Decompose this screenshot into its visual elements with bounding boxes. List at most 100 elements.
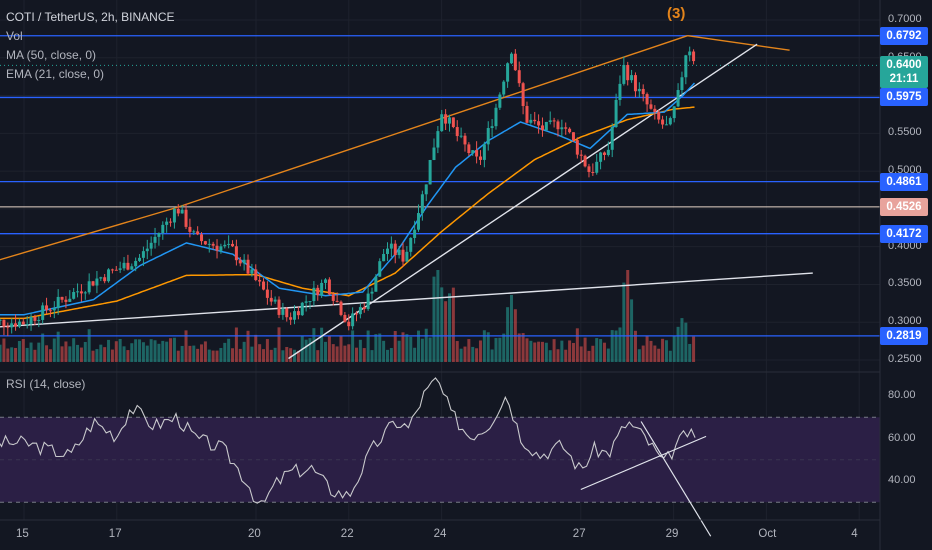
volume-bar bbox=[126, 350, 130, 362]
volume-bar bbox=[540, 341, 544, 362]
trend-line[interactable] bbox=[176, 35, 688, 209]
candle-body bbox=[6, 326, 10, 328]
volume-bar bbox=[327, 335, 331, 362]
candle-body bbox=[409, 237, 413, 252]
candle-body bbox=[602, 152, 606, 155]
volume-bar bbox=[459, 348, 463, 362]
volume-bar bbox=[630, 299, 634, 362]
candle-body bbox=[192, 231, 196, 233]
candle-body bbox=[25, 323, 29, 325]
volume-bar bbox=[231, 348, 235, 362]
candle-body bbox=[478, 156, 482, 160]
volume-bar bbox=[610, 330, 614, 362]
volume-bar bbox=[347, 344, 351, 362]
volume-bar bbox=[428, 337, 432, 362]
price-level-label[interactable]: 0.4861 bbox=[880, 172, 928, 191]
time-tick-label: 29 bbox=[665, 528, 679, 540]
volume-bar bbox=[358, 339, 362, 362]
volume-bar bbox=[184, 330, 188, 362]
candle-body bbox=[587, 166, 591, 172]
price-level-label[interactable]: 0.4526 bbox=[880, 197, 928, 216]
volume-bar bbox=[637, 349, 641, 362]
rsi-trend-line[interactable] bbox=[580, 435, 707, 491]
candle-body bbox=[389, 243, 393, 249]
volume-bar bbox=[564, 349, 568, 362]
volume-bar bbox=[196, 348, 200, 362]
price-level-label[interactable]: 0.5975 bbox=[880, 88, 928, 107]
candle-body bbox=[413, 229, 417, 238]
candle-body bbox=[583, 155, 587, 167]
candle-body bbox=[688, 51, 692, 56]
volume-bar bbox=[312, 328, 316, 362]
candle-body bbox=[486, 128, 490, 145]
candle-body bbox=[72, 292, 76, 299]
candle-body bbox=[308, 301, 312, 303]
volume-legend[interactable]: Vol bbox=[6, 29, 23, 43]
volume-bar bbox=[668, 350, 672, 362]
volume-bar bbox=[87, 329, 91, 362]
candle-body bbox=[99, 277, 103, 279]
volume-bar bbox=[172, 337, 176, 362]
candle-body bbox=[10, 323, 14, 328]
volume-bar bbox=[552, 339, 556, 362]
price-level-label[interactable]: 0.4172 bbox=[880, 224, 928, 243]
candle-body bbox=[393, 243, 397, 256]
volume-bar bbox=[293, 349, 297, 362]
volume-bar bbox=[599, 339, 603, 362]
rsi-legend[interactable]: RSI (14, close) bbox=[6, 377, 86, 391]
candle-body bbox=[482, 144, 486, 160]
volume-bar bbox=[103, 347, 107, 362]
volume-bar bbox=[606, 348, 610, 362]
volume-bar bbox=[114, 341, 118, 362]
volume-bar bbox=[192, 345, 196, 362]
candle-body bbox=[17, 321, 21, 327]
candle-body bbox=[463, 135, 467, 145]
rsi-trend-lines[interactable] bbox=[580, 421, 712, 537]
candle-body bbox=[223, 244, 227, 247]
candle-body bbox=[401, 249, 405, 262]
symbol-title[interactable]: COTI / TetherUS, 2h, BINANCE bbox=[6, 10, 175, 24]
price-level-label[interactable]: 0.6792 bbox=[880, 26, 928, 45]
rsi-trend-line[interactable] bbox=[640, 421, 712, 537]
wave-label: (3) bbox=[667, 5, 686, 22]
volume-bar bbox=[265, 339, 269, 362]
candle-body bbox=[606, 149, 610, 155]
trend-line[interactable] bbox=[0, 272, 813, 328]
candle-body bbox=[676, 90, 680, 107]
volume-bar bbox=[393, 331, 397, 362]
candle-body bbox=[41, 305, 45, 320]
price-level-label[interactable]: 0.2819 bbox=[880, 326, 928, 345]
candle-body bbox=[114, 269, 118, 271]
candle-body bbox=[161, 224, 165, 234]
ema-legend[interactable]: EMA (21, close, 0) bbox=[6, 67, 105, 81]
candle-body bbox=[428, 159, 432, 185]
countdown-label[interactable]: 21:11 bbox=[880, 69, 928, 88]
ma-legend[interactable]: MA (50, close, 0) bbox=[6, 48, 97, 62]
candle-body bbox=[231, 243, 235, 247]
volume-bar bbox=[281, 350, 285, 362]
candle-body bbox=[110, 269, 114, 271]
volume-bar bbox=[72, 338, 76, 362]
candle-body bbox=[234, 246, 238, 261]
candle-body bbox=[37, 319, 41, 321]
volume-bar bbox=[355, 347, 359, 362]
trend-line[interactable] bbox=[687, 35, 790, 51]
rsi-tick-label: 40.00 bbox=[888, 474, 916, 486]
candle-body bbox=[370, 291, 374, 294]
volume-bar bbox=[420, 338, 424, 362]
trend-lines[interactable] bbox=[0, 35, 813, 360]
candle-body bbox=[153, 236, 157, 243]
horizontal-levels[interactable] bbox=[0, 35, 880, 337]
candle-body bbox=[238, 260, 242, 264]
candle-body bbox=[207, 243, 211, 245]
candle-body bbox=[316, 287, 320, 296]
candle-body bbox=[436, 131, 440, 148]
trend-line[interactable] bbox=[0, 206, 178, 266]
candle-body bbox=[91, 281, 95, 286]
volume-bar bbox=[17, 341, 21, 362]
volume-bar bbox=[653, 345, 657, 362]
candle-body bbox=[521, 83, 525, 107]
volume-bar bbox=[494, 338, 498, 362]
price-tick-label: 0.3500 bbox=[888, 277, 922, 290]
